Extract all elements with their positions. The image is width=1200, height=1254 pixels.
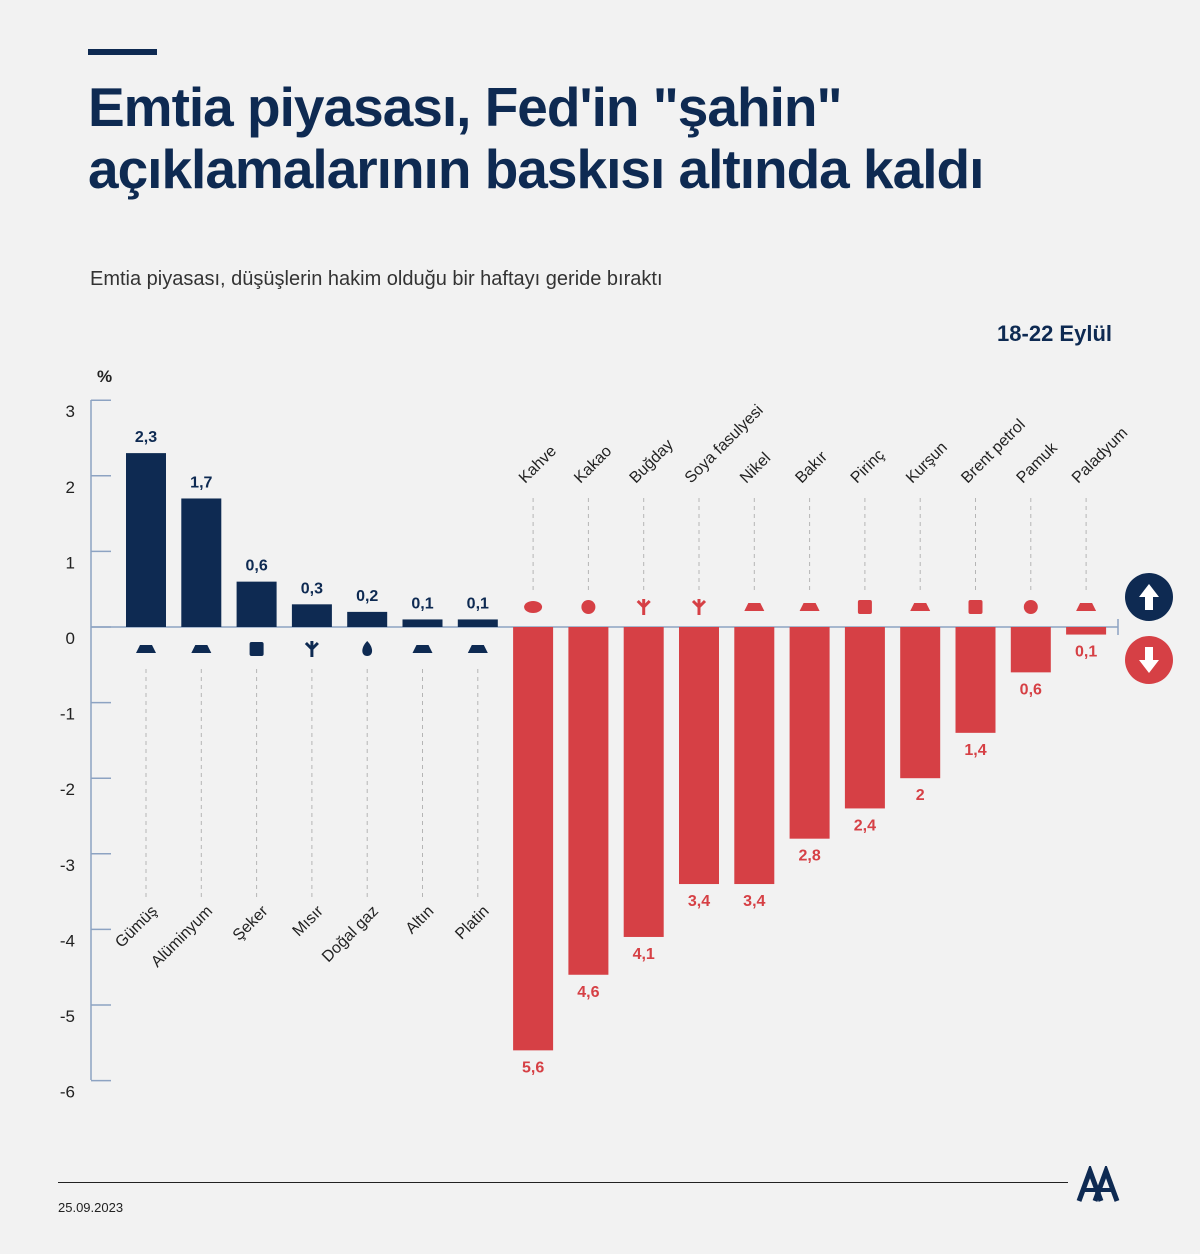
- bar-1: [126, 453, 166, 627]
- y-tick-label: -4: [60, 931, 75, 950]
- footer-rule: [58, 1182, 1068, 1183]
- metal-bars-icon: [136, 645, 156, 653]
- y-tick-label: -3: [60, 856, 75, 875]
- wheat-icon: [636, 599, 651, 615]
- cotton-icon: [1023, 600, 1038, 614]
- bar-11: [679, 627, 719, 885]
- bar-12: [734, 627, 775, 885]
- value-label: 0,6: [1020, 681, 1042, 698]
- category-label: Pamuk: [1014, 439, 1062, 487]
- cocoa-pod-icon: [581, 600, 596, 614]
- rice-bag-icon: [857, 600, 872, 614]
- footer-date: 25.09.2023: [58, 1200, 124, 1215]
- category-label: Şeker: [230, 902, 272, 944]
- category-label: Kahve: [516, 443, 560, 487]
- value-label: 0,1: [1075, 644, 1097, 661]
- bar-5: [347, 611, 388, 627]
- bar-13: [789, 627, 830, 839]
- bar-6: [402, 619, 443, 627]
- category-label: Mısır: [290, 902, 328, 940]
- oil-barrel-icon: [968, 600, 983, 614]
- bar-4: [291, 604, 332, 627]
- category-label: Buğday: [627, 436, 677, 486]
- value-label: 0,6: [245, 558, 267, 575]
- y-tick-label: 2: [66, 478, 75, 497]
- category-label: Platin: [452, 903, 492, 943]
- sugar-bag-icon: [249, 642, 264, 656]
- value-label: 3,4: [688, 893, 710, 910]
- y-tick-label: -2: [60, 780, 75, 799]
- metal-bars-icon: [799, 603, 820, 611]
- bar-2: [181, 498, 222, 627]
- metal-bars-icon: [1076, 603, 1097, 611]
- date-range: 18-22 Eylül: [997, 321, 1112, 346]
- bar-3: [236, 581, 277, 627]
- value-label: 1,4: [964, 742, 986, 759]
- value-label: 0,3: [301, 580, 323, 597]
- bar-9: [568, 627, 609, 975]
- value-label: 2,3: [135, 429, 157, 446]
- value-label: 2,4: [854, 817, 876, 834]
- value-label: 4,6: [577, 984, 599, 1001]
- bar-8: [513, 627, 554, 1051]
- value-label: 2: [916, 787, 925, 804]
- metal-bars-icon: [744, 603, 765, 611]
- metal-bars-icon: [910, 603, 931, 611]
- title-line-1: Emtia piyasası, Fed'in "şahin": [88, 76, 843, 138]
- top-accent-rule: [88, 49, 157, 55]
- value-label: 2,8: [798, 848, 820, 865]
- value-label: 0,1: [467, 595, 489, 612]
- soybean-icon: [691, 599, 707, 615]
- title-line-2: açıklamalarının baskısı altında kaldı: [88, 138, 984, 200]
- corn-plant-icon: [304, 641, 319, 657]
- bar-17: [1010, 627, 1051, 673]
- bar-10: [623, 627, 664, 937]
- metal-bars-icon: [412, 645, 433, 653]
- y-axis-unit-label: %: [97, 367, 112, 386]
- bar-7: [457, 619, 498, 627]
- value-label: 0,2: [356, 588, 378, 605]
- y-tick-label: 0: [66, 629, 75, 648]
- value-label: 0,1: [411, 595, 433, 612]
- category-label: Bakır: [792, 448, 831, 487]
- y-tick-label: -6: [60, 1083, 75, 1102]
- bar-14: [844, 627, 885, 809]
- category-label: Paladyum: [1069, 424, 1131, 486]
- metal-bars-icon: [191, 645, 212, 653]
- category-label: Altın: [403, 903, 438, 938]
- value-label: 3,4: [743, 893, 765, 910]
- category-label: Nikel: [737, 450, 774, 487]
- value-label: 5,6: [522, 1059, 544, 1076]
- value-label: 1,7: [190, 474, 212, 491]
- category-label: Doğal gaz: [319, 903, 382, 966]
- bar-18: [1066, 627, 1107, 635]
- metal-bars-icon: [467, 645, 488, 653]
- subtitle: Emtia piyasası, düşüşlerin hakim olduğu …: [90, 268, 663, 290]
- coffee-beans-icon: [524, 601, 543, 613]
- category-label: Kurşun: [903, 439, 951, 487]
- y-tick-label: 3: [66, 402, 75, 421]
- aa-logo-icon: [1076, 1166, 1120, 1202]
- bar-chart: %3210-1-2-3-4-5-62,3Gümüş1,7Alüminyum0,6…: [60, 367, 1173, 1102]
- category-label: Gümüş: [112, 903, 160, 951]
- y-tick-label: -1: [60, 705, 75, 724]
- y-tick-label: -5: [60, 1007, 75, 1026]
- bar-16: [955, 627, 996, 733]
- y-tick-label: 1: [66, 553, 75, 572]
- arrow-up-icon: [1139, 584, 1159, 610]
- bar-15: [900, 627, 941, 779]
- category-label: Kakao: [571, 443, 615, 487]
- page-title: Emtia piyasası, Fed'in "şahin" açıklamal…: [88, 76, 1168, 200]
- value-label: 4,1: [633, 946, 655, 963]
- arrow-down-icon: [1139, 647, 1159, 673]
- category-label: Pirinç: [848, 447, 888, 487]
- gas-flame-icon: [362, 641, 373, 656]
